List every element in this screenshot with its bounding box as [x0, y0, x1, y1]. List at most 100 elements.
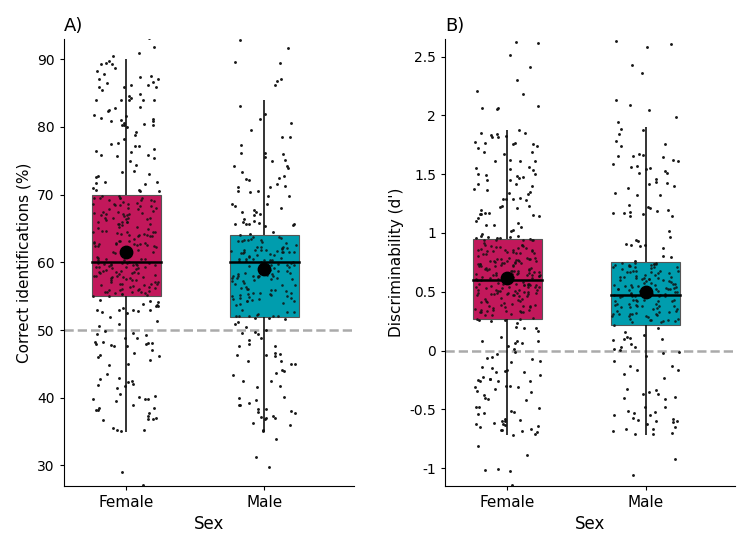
Point — [472, 276, 484, 285]
Point — [644, 316, 656, 324]
Point — [229, 202, 241, 211]
Point — [110, 267, 122, 276]
Point — [274, 349, 287, 358]
Point — [516, 339, 528, 348]
Point — [227, 371, 239, 380]
Point — [243, 220, 255, 229]
Point — [122, 200, 134, 208]
Point — [523, 162, 535, 171]
Point — [145, 72, 157, 80]
Point — [472, 376, 484, 384]
Point — [117, 197, 129, 206]
Point — [607, 263, 619, 272]
Point — [667, 417, 679, 426]
Point — [526, 245, 538, 254]
Point — [266, 256, 278, 265]
Point — [260, 246, 272, 255]
Point — [507, 225, 519, 234]
Point — [492, 133, 504, 141]
Point — [91, 306, 103, 315]
Point — [117, 210, 129, 219]
Point — [525, 425, 537, 434]
Point — [512, 244, 524, 252]
Point — [258, 265, 270, 273]
Point — [499, 307, 511, 316]
Point — [105, 140, 117, 148]
Point — [107, 248, 119, 257]
Point — [669, 301, 681, 310]
Point — [281, 266, 293, 275]
Point — [271, 247, 283, 256]
Point — [151, 300, 163, 309]
Point — [109, 201, 121, 210]
Point — [105, 117, 117, 125]
Point — [532, 327, 544, 336]
Point — [235, 305, 247, 314]
Point — [127, 329, 139, 338]
Point — [501, 257, 513, 266]
Point — [656, 153, 669, 162]
Point — [103, 292, 115, 300]
Point — [642, 180, 654, 189]
Point — [491, 130, 503, 139]
Point — [669, 280, 681, 289]
Point — [636, 302, 648, 311]
Point — [649, 280, 661, 289]
Point — [520, 244, 532, 252]
Point — [642, 275, 654, 284]
Point — [102, 79, 114, 87]
Point — [134, 202, 146, 211]
Point — [105, 260, 117, 268]
Point — [267, 228, 279, 236]
Point — [150, 204, 162, 213]
Point — [660, 289, 672, 298]
Point — [478, 239, 490, 248]
Point — [525, 425, 537, 434]
Point — [607, 426, 619, 435]
Point — [130, 161, 142, 170]
Point — [480, 284, 492, 293]
Point — [481, 186, 493, 195]
Point — [118, 118, 130, 127]
Point — [108, 342, 120, 350]
Point — [653, 268, 665, 277]
Point — [476, 229, 488, 238]
Point — [279, 182, 291, 191]
Point — [99, 213, 111, 222]
Point — [469, 383, 481, 392]
Point — [93, 75, 105, 84]
Point — [491, 104, 503, 113]
Point — [615, 302, 627, 311]
Point — [264, 266, 276, 274]
Point — [656, 349, 669, 358]
Point — [511, 232, 523, 240]
Point — [254, 114, 266, 123]
Point — [641, 420, 653, 428]
Point — [625, 340, 637, 349]
Point — [504, 233, 516, 241]
Point — [132, 222, 144, 231]
Point — [623, 312, 635, 321]
Point — [657, 243, 669, 252]
Point — [636, 125, 648, 134]
Point — [255, 236, 267, 245]
Point — [248, 276, 260, 284]
Point — [480, 170, 492, 179]
Point — [144, 296, 156, 305]
Point — [87, 291, 99, 300]
Point — [623, 285, 635, 294]
Point — [128, 240, 140, 249]
Point — [92, 239, 105, 248]
Point — [624, 262, 636, 271]
Point — [95, 60, 107, 69]
Point — [505, 227, 517, 236]
Point — [484, 301, 496, 310]
Point — [150, 242, 162, 251]
Point — [232, 272, 244, 280]
Point — [128, 267, 140, 276]
Point — [114, 220, 126, 229]
Point — [612, 152, 624, 161]
Point — [627, 414, 639, 422]
Point — [515, 223, 527, 232]
Point — [103, 196, 115, 205]
